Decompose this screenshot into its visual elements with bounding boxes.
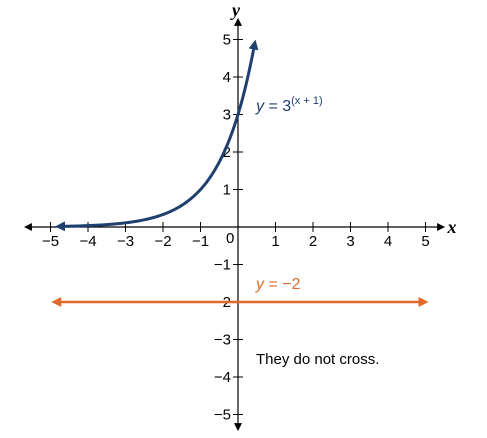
y-tick-label: −4: [214, 369, 231, 386]
x-tick-label: 4: [384, 233, 392, 250]
x-tick-label: 3: [346, 233, 354, 250]
x-tick-label: 2: [309, 233, 317, 250]
y-tick-label: −5: [214, 407, 231, 424]
y-tick-label: 4: [223, 69, 231, 86]
x-tick-label: −4: [79, 233, 96, 250]
x-tick-label: 1: [271, 233, 279, 250]
series-label-exponential-exponent: (x + 1): [291, 95, 322, 107]
series-label-exponential-y: y: [255, 98, 265, 115]
y-tick-label: −3: [214, 332, 231, 349]
y-tick-label: 5: [223, 32, 231, 49]
x-tick-label: −1: [192, 233, 209, 250]
x-axis-title: x: [447, 217, 457, 237]
series-label-exponential-eq: = 3: [264, 98, 291, 115]
x-tick-label: −2: [154, 233, 171, 250]
origin-label: 0: [226, 230, 234, 247]
series-exponential-curve: [55, 39, 259, 232]
y-tick-label: 3: [223, 107, 231, 124]
series-label-exponential: y = 3(x + 1): [255, 95, 323, 115]
annotation-no-intersection: They do not cross.: [256, 351, 379, 368]
x-tick-label: −5: [42, 233, 59, 250]
x-tick-label: 5: [421, 233, 429, 250]
series-label-constant-eq: = −2: [264, 276, 301, 293]
y-axis-title: y: [230, 0, 241, 20]
y-tick-label: −1: [214, 257, 231, 274]
series-label-constant-y: y: [255, 276, 265, 293]
x-tick-label: −3: [117, 233, 134, 250]
y-tick-label: 1: [223, 182, 231, 199]
series-label-constant: y = −2: [255, 276, 301, 293]
